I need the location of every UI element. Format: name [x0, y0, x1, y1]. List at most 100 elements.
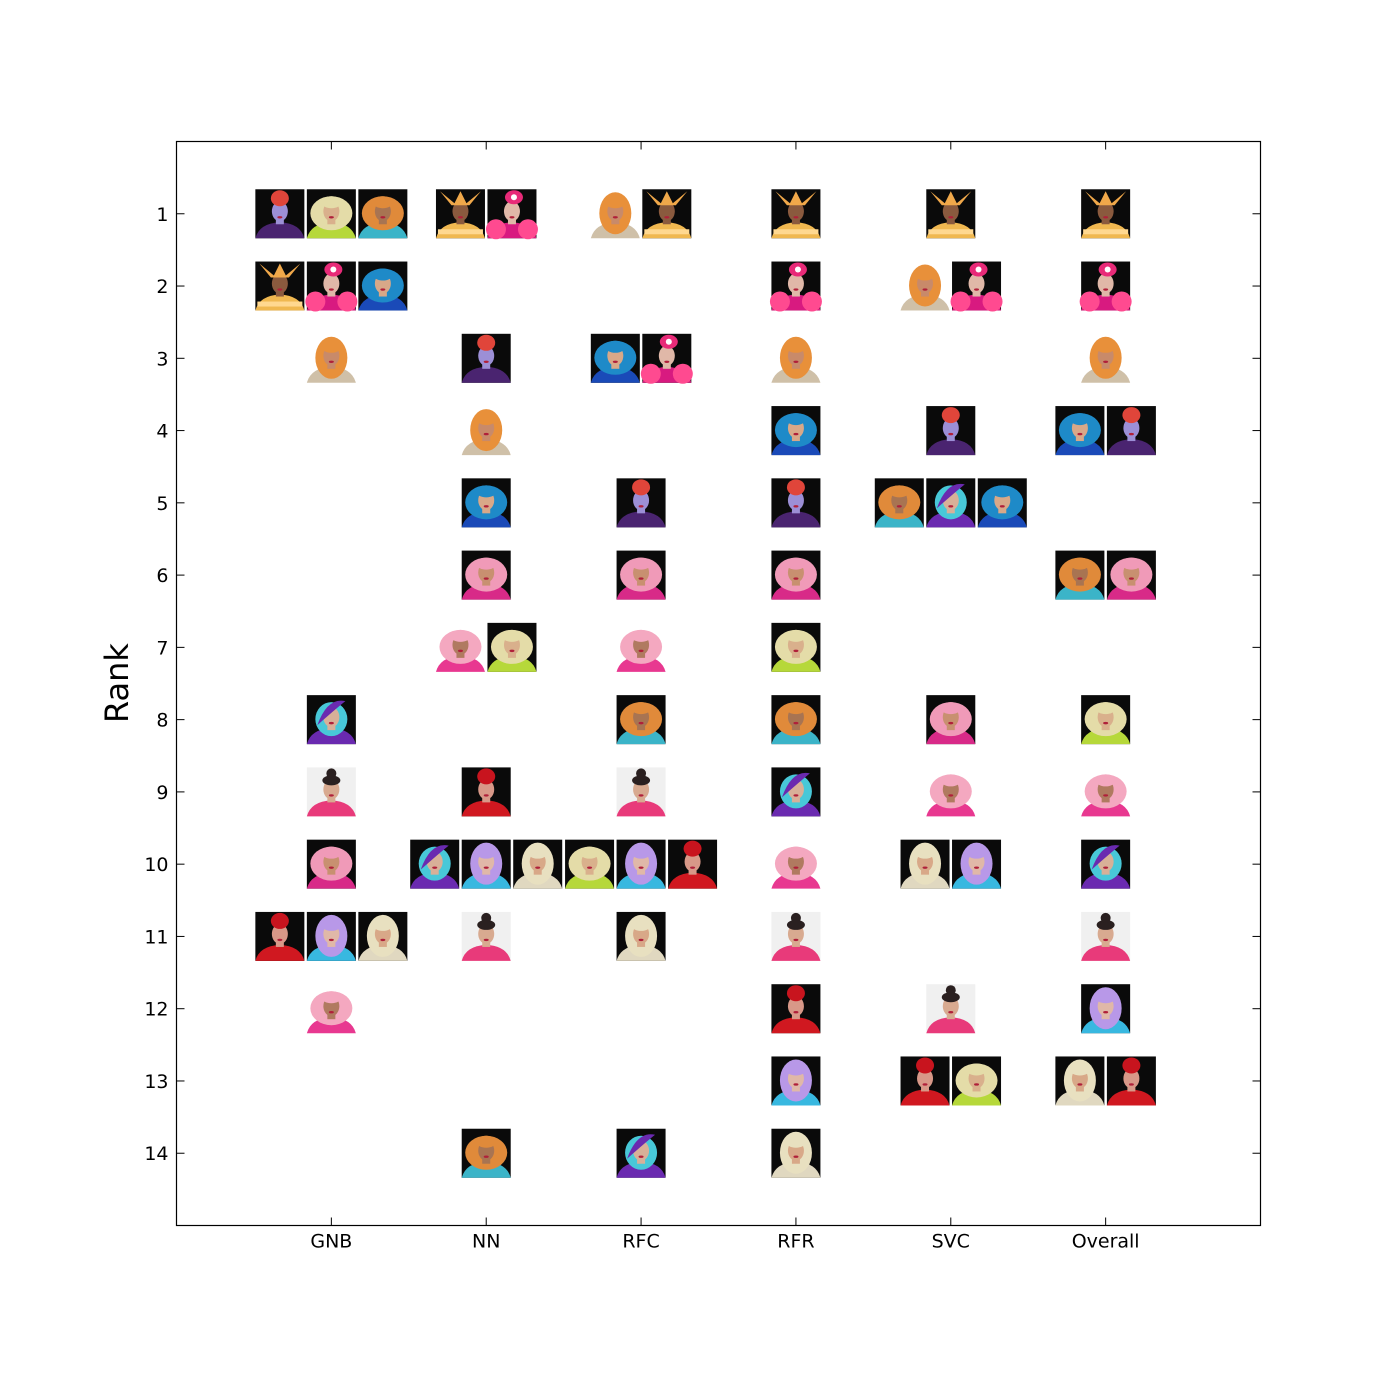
portrait-marker-pink-wavy: [435, 622, 485, 672]
portrait-marker-red-updo: [771, 984, 821, 1034]
y-tick-label: 8: [156, 710, 168, 732]
portrait-marker-blue-hair: [590, 333, 640, 383]
y-tick-label: 14: [144, 1143, 168, 1165]
portrait-marker-red-updo: [1106, 1056, 1156, 1106]
x-tick-label: Overall: [1072, 1231, 1140, 1253]
portrait-marker-pink-hat: [769, 261, 822, 312]
portrait-marker-gold-crown: [255, 261, 305, 311]
x-tick-label: NN: [472, 1231, 500, 1253]
portrait-marker-lavender-hair: [306, 911, 356, 961]
plot-frame: [175, 140, 1262, 1227]
portrait-marker-pink-curls: [461, 550, 511, 600]
portrait-markers: [255, 189, 1156, 1178]
portrait-marker-dark-hair-light: [306, 767, 356, 817]
portrait-marker-teal-purple: [616, 1128, 666, 1178]
portrait-marker-purple-devil: [616, 478, 666, 528]
y-tick-label: 9: [156, 782, 168, 804]
y-tick-label: 11: [144, 926, 168, 948]
portrait-marker-blonde-green: [771, 622, 821, 672]
portrait-marker-platinum-hair: [1055, 1056, 1105, 1106]
portrait-marker-blue-hair: [977, 478, 1027, 528]
portrait-marker-red-updo: [461, 767, 511, 817]
portrait-marker-blue-hair: [1055, 406, 1105, 456]
x-tick-label: RFC: [622, 1231, 659, 1253]
portrait-marker-dark-hair-light: [616, 767, 666, 817]
portrait-marker-blue-hair: [358, 261, 408, 311]
portrait-marker-orange-curly: [874, 478, 924, 528]
portrait-marker-orange-long: [461, 406, 511, 456]
portrait-marker-platinum-hair: [616, 911, 666, 961]
portrait-marker-blonde-green: [565, 839, 615, 889]
portrait-marker-gold-crown: [771, 189, 821, 239]
portrait-marker-gold-crown: [1081, 189, 1131, 239]
portrait-marker-purple-devil: [255, 189, 305, 239]
portrait-marker-blue-hair: [771, 406, 821, 456]
portrait-marker-purple-devil: [926, 406, 976, 456]
portrait-marker-purple-devil: [461, 333, 511, 383]
portrait-marker-lavender-hair: [616, 839, 666, 889]
x-tick-label: SVC: [932, 1231, 970, 1253]
portrait-marker-pink-curls: [1106, 550, 1156, 600]
portrait-marker-blonde-green: [1081, 695, 1131, 745]
portrait-marker-pink-curls: [306, 839, 356, 889]
portrait-marker-dark-hair-light: [461, 911, 511, 961]
portrait-marker-pink-hat: [305, 261, 358, 312]
portrait-marker-orange-long: [306, 333, 356, 383]
portrait-marker-purple-devil: [771, 478, 821, 528]
portrait-marker-pink-wavy: [926, 767, 976, 817]
portrait-marker-teal-purple: [306, 695, 356, 745]
portrait-marker-dark-hair-light: [926, 984, 976, 1034]
portrait-marker-pink-curls: [616, 550, 666, 600]
portrait-marker-orange-curly: [616, 695, 666, 745]
y-tick-label: 12: [144, 999, 168, 1021]
portrait-marker-teal-purple: [771, 767, 821, 817]
y-tick-label: 1: [156, 204, 168, 226]
portrait-marker-pink-curls: [771, 550, 821, 600]
portrait-marker-blue-hair: [461, 478, 511, 528]
y-tick-label: 7: [156, 637, 168, 659]
portrait-marker-teal-purple: [1081, 839, 1131, 889]
y-axis-title: Rank: [98, 643, 136, 723]
portrait-marker-red-updo: [668, 839, 718, 889]
portrait-marker-orange-curly: [461, 1128, 511, 1178]
portrait-marker-lavender-hair: [1081, 984, 1131, 1034]
portrait-marker-pink-hat: [1079, 261, 1132, 312]
portrait-marker-platinum-hair: [513, 839, 563, 889]
portrait-marker-teal-purple: [926, 478, 976, 528]
x-tick-label: RFR: [777, 1231, 814, 1253]
portrait-marker-platinum-hair: [900, 839, 950, 889]
portrait-marker-platinum-hair: [771, 1128, 821, 1178]
portrait-marker-orange-long: [900, 261, 950, 311]
portrait-marker-dark-hair-light: [771, 911, 821, 961]
y-tick-label: 5: [156, 493, 168, 515]
portrait-marker-orange-curly: [771, 695, 821, 745]
portrait-marker-lavender-hair: [461, 839, 511, 889]
portrait-marker-pink-wavy: [1081, 767, 1131, 817]
portrait-marker-blonde-green: [487, 622, 537, 672]
portrait-marker-pink-hat: [640, 333, 693, 384]
y-tick-label: 13: [144, 1071, 168, 1093]
portrait-marker-pink-curls: [926, 695, 976, 745]
portrait-marker-orange-curly: [1055, 550, 1105, 600]
y-tick-label: 10: [144, 854, 168, 876]
y-tick-label: 4: [156, 421, 168, 443]
y-tick-label: 2: [156, 276, 168, 298]
portrait-marker-lavender-hair: [952, 839, 1002, 889]
portrait-marker-orange-long: [590, 189, 640, 239]
x-tick-label: GNB: [310, 1231, 352, 1253]
portrait-marker-red-updo: [900, 1056, 950, 1106]
portrait-marker-teal-purple: [410, 839, 460, 889]
portrait-marker-platinum-hair: [358, 911, 408, 961]
portrait-marker-orange-long: [1081, 333, 1131, 383]
portrait-marker-gold-crown: [926, 189, 976, 239]
y-tick-label: 6: [156, 565, 168, 587]
portrait-marker-orange-curly: [358, 189, 408, 239]
portrait-marker-blonde-green: [306, 189, 356, 239]
portrait-marker-gold-crown: [642, 189, 692, 239]
portrait-marker-pink-wavy: [616, 622, 666, 672]
portrait-marker-orange-long: [771, 333, 821, 383]
portrait-marker-purple-devil: [1106, 406, 1156, 456]
portrait-marker-dark-hair-light: [1081, 911, 1131, 961]
